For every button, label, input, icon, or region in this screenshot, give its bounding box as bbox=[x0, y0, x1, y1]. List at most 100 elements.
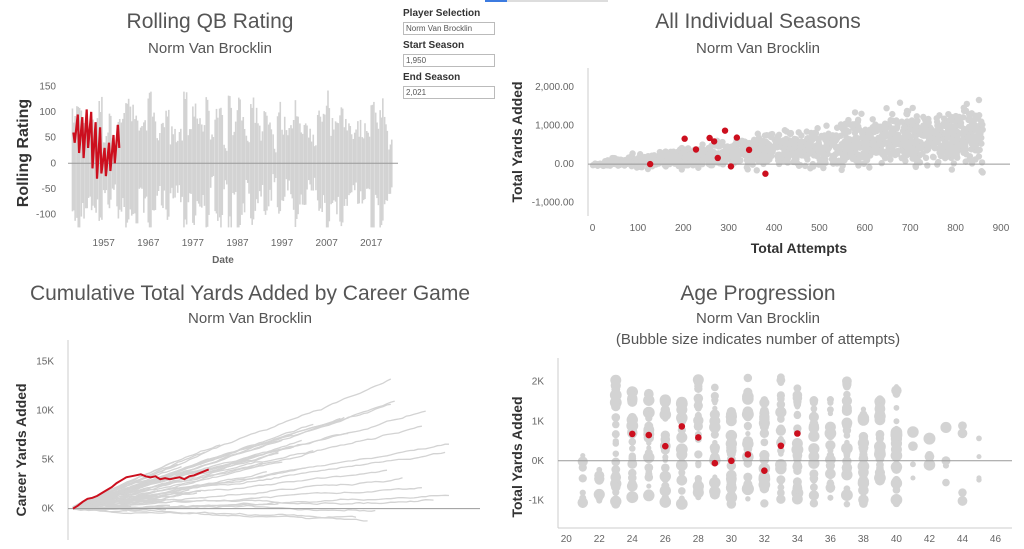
seasons-x-tick: 900 bbox=[993, 223, 1010, 234]
age-bubble bbox=[793, 466, 802, 475]
season-point bbox=[870, 136, 877, 143]
season-point bbox=[945, 142, 953, 149]
season-point bbox=[908, 117, 916, 124]
age-highlight-bubble bbox=[728, 457, 735, 465]
age-bubble bbox=[577, 498, 588, 508]
age-bubble bbox=[579, 494, 587, 502]
age-bubble bbox=[678, 475, 686, 483]
age-bubble bbox=[611, 401, 621, 412]
age-bubble bbox=[678, 458, 686, 466]
season-point bbox=[866, 131, 873, 139]
age-chart-subtitle-note: (Bubble size indicates number of attempt… bbox=[615, 331, 901, 348]
age-bubble bbox=[709, 442, 720, 453]
season-point bbox=[744, 160, 752, 167]
seasons-highlight-point bbox=[692, 146, 700, 153]
season-point bbox=[843, 143, 850, 151]
age-bubble bbox=[876, 395, 884, 403]
season-point bbox=[971, 116, 978, 124]
seasons-x-tick: 100 bbox=[630, 223, 647, 234]
cumulative-background-series bbox=[72, 378, 450, 522]
season-point bbox=[609, 154, 616, 162]
age-highlight-bubble bbox=[695, 434, 702, 441]
age-bubble bbox=[778, 451, 784, 457]
age-bubble bbox=[826, 451, 835, 459]
age-bubble bbox=[743, 373, 753, 383]
age-bubble bbox=[976, 475, 982, 481]
age-bubble bbox=[629, 445, 636, 452]
seasons-y-tick: 0.00 bbox=[555, 159, 575, 170]
age-bubble bbox=[626, 480, 638, 492]
season-point bbox=[739, 145, 747, 152]
season-point bbox=[764, 153, 771, 160]
age-bubble bbox=[858, 434, 868, 444]
age-bubble bbox=[612, 420, 620, 429]
season-point bbox=[783, 128, 790, 135]
season-point bbox=[696, 151, 704, 158]
age-bubble bbox=[776, 494, 786, 504]
age-bubble bbox=[694, 477, 702, 485]
season-point bbox=[924, 162, 931, 169]
cumulative-player-line bbox=[72, 494, 450, 510]
age-x-tick: 42 bbox=[924, 534, 936, 545]
age-bubble bbox=[826, 485, 835, 493]
age-bubble bbox=[743, 421, 752, 431]
end-season-input[interactable]: 2,021 bbox=[403, 86, 495, 99]
season-point bbox=[850, 124, 857, 132]
age-bubble bbox=[890, 428, 903, 441]
seasons-x-tick: 200 bbox=[675, 223, 692, 234]
season-point bbox=[855, 143, 862, 151]
rolling-x-axis-label: Date bbox=[212, 255, 234, 266]
cumulative-chart: 15K 10K 5K 0K Career Yards Added bbox=[13, 340, 480, 540]
cumulative-y-tick: 15K bbox=[36, 357, 54, 368]
season-point bbox=[839, 151, 847, 159]
seasons-x-tick: 300 bbox=[720, 223, 737, 234]
season-point bbox=[893, 136, 901, 144]
seasons-highlight-point bbox=[745, 146, 753, 154]
age-bubble bbox=[843, 453, 850, 460]
age-highlight-bubble bbox=[628, 430, 636, 438]
age-bubble bbox=[726, 473, 737, 484]
age-bubble bbox=[809, 483, 818, 492]
age-bubble bbox=[793, 424, 802, 433]
season-point bbox=[742, 139, 749, 146]
top-scrollbar-thumb[interactable] bbox=[485, 0, 507, 2]
age-bubble bbox=[693, 421, 703, 430]
age-bubble bbox=[678, 469, 686, 476]
season-point bbox=[858, 110, 865, 117]
age-bubble bbox=[860, 406, 867, 412]
age-bubble bbox=[743, 472, 753, 482]
age-bubble bbox=[660, 405, 671, 415]
player-selection-input[interactable]: Norm Van Brocklin bbox=[403, 22, 495, 35]
age-bubble bbox=[709, 421, 721, 434]
age-bubble bbox=[677, 416, 687, 426]
age-bubble bbox=[809, 499, 818, 508]
season-point bbox=[966, 113, 973, 121]
season-point bbox=[902, 139, 909, 147]
age-bubble bbox=[958, 421, 967, 431]
season-point bbox=[914, 137, 921, 145]
top-scrollbar[interactable] bbox=[485, 0, 608, 2]
age-x-tick: 26 bbox=[660, 534, 672, 545]
age-x-tick: 22 bbox=[594, 534, 606, 545]
age-y-axis-label: Total Yards Added bbox=[509, 396, 525, 517]
age-bubble bbox=[676, 404, 688, 416]
age-bubble bbox=[610, 495, 622, 508]
player-selection-label: Player Selection bbox=[403, 8, 481, 19]
age-bubble bbox=[791, 443, 804, 456]
season-point bbox=[948, 117, 955, 124]
age-bubble bbox=[758, 478, 771, 491]
start-season-input[interactable]: 1,950 bbox=[403, 54, 495, 67]
rolling-chart: 150 100 50 0 -50 -100 1957 1967 1977 1987 1997 2007… bbox=[15, 81, 398, 266]
cumulative-player-line bbox=[72, 450, 314, 509]
age-bubble bbox=[875, 454, 885, 464]
age-highlight-bubble bbox=[794, 430, 801, 437]
season-point bbox=[633, 164, 641, 171]
season-point bbox=[943, 153, 951, 160]
cumulative-player-line bbox=[73, 508, 128, 513]
age-bubble bbox=[907, 426, 919, 438]
age-bubble bbox=[661, 498, 669, 506]
season-point bbox=[910, 127, 918, 134]
age-bubble bbox=[580, 452, 586, 459]
age-bubble bbox=[777, 483, 785, 491]
age-bubble bbox=[923, 459, 936, 471]
